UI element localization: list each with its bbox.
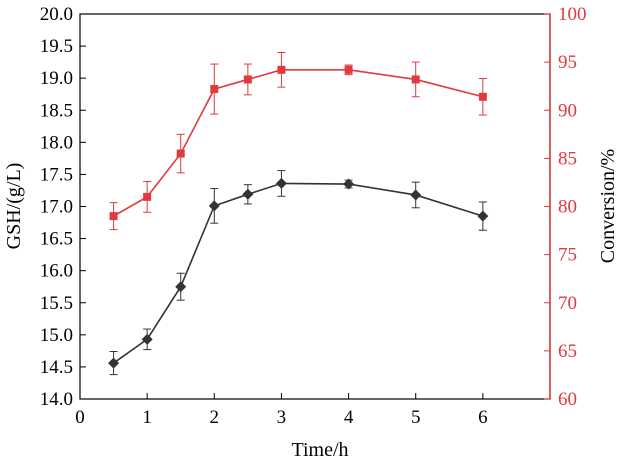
left-tick-label: 20.0 [40,4,73,25]
conversion-point [143,192,152,201]
x-tick-label: 6 [478,407,488,428]
x-axis-ticks: 0 1 2 3 4 5 6 [75,393,488,428]
x-axis-label: Time/h [291,439,348,461]
gsh-point [275,177,287,189]
gsh-point [208,200,220,212]
right-tick-label: 85 [558,148,577,169]
left-tick-label: 19.0 [40,68,73,89]
series-layer [108,52,489,376]
left-tick-label: 18.5 [40,100,73,121]
x-tick-label: 3 [277,407,287,428]
conversion-point [109,212,118,221]
right-tick-label: 100 [558,4,587,25]
gsh-point [175,281,187,293]
left-tick-label: 15.0 [40,325,73,346]
left-tick-label: 19.5 [40,36,73,57]
gsh-point [141,333,153,345]
left-tick-label: 14.0 [40,389,73,410]
left-axis-ticks: 14.0 14.5 15.0 15.5 16.0 16.5 17.0 17.5 18.0 18.5… [40,4,86,410]
conversion-line [113,69,484,217]
conversion-point [243,75,252,84]
conversion-point [411,75,420,84]
right-tick-label: 95 [558,52,577,73]
gsh-point [477,210,489,222]
right-tick-label: 90 [558,100,577,121]
x-tick-label: 4 [344,407,354,428]
right-tick-label: 75 [558,245,577,266]
right-axis-ticks: 60 65 70 75 80 85 90 95 100 [544,4,587,410]
x-tick-label: 0 [75,407,85,428]
conversion-point [344,65,353,74]
left-axis-label: GSH/(g/L) [3,163,25,250]
x-tick-label: 1 [142,407,152,428]
x-tick-label: 2 [210,407,220,428]
right-tick-label: 60 [558,389,577,410]
left-tick-label: 17.0 [40,197,73,218]
right-tick-label: 65 [558,341,577,362]
conversion-series [109,52,487,231]
left-tick-label: 14.5 [40,357,73,378]
right-tick-label: 80 [558,197,577,218]
x-tick-label: 5 [411,407,421,428]
gsh-line [113,182,484,364]
conversion-point [478,92,487,101]
left-tick-label: 15.5 [40,293,73,314]
gsh-point [343,178,355,190]
conversion-point [277,65,286,74]
right-tick-label: 70 [558,293,577,314]
left-tick-label: 16.0 [40,261,73,282]
conversion-point [176,149,185,158]
conversion-point [210,85,219,94]
gsh-point [410,189,422,201]
left-tick-label: 18.0 [40,132,73,153]
gsh-point [242,188,254,200]
left-tick-label: 17.5 [40,164,73,185]
left-tick-label: 16.5 [40,229,73,250]
right-axis-label: Conversion/% [597,149,619,263]
gsh-series [108,170,489,376]
gsh-point [108,357,120,369]
